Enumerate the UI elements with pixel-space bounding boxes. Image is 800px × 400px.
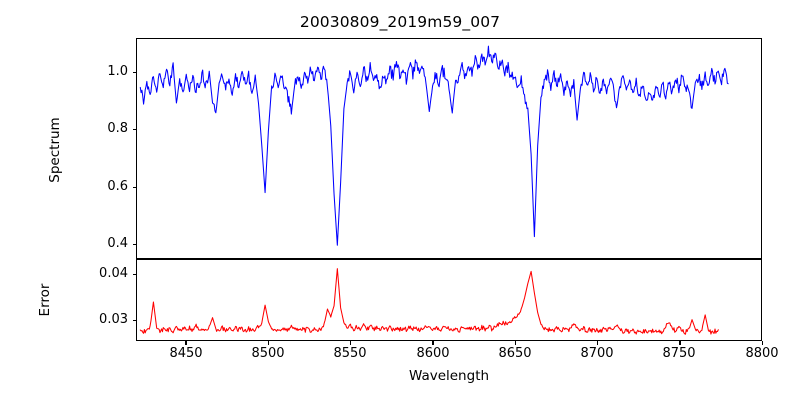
error-plot-panel: [136, 259, 762, 341]
spectrum-line-series: [139, 45, 729, 246]
spectrum-ytick-label-3: 0.6: [107, 179, 128, 194]
xtick-mark-8: [761, 341, 763, 345]
error-line-series: [139, 268, 719, 335]
xtick-mark-5: [514, 341, 516, 345]
xtick-label-2: 8500: [251, 346, 285, 361]
xtick-label-6: 8700: [580, 346, 614, 361]
error-ytick-label-2: 0.03: [99, 312, 128, 327]
xtick-label-5: 8650: [498, 346, 532, 361]
spectrum-ytick-mark-4: [132, 243, 136, 245]
x-axis-label: Wavelength: [408, 368, 490, 384]
xtick-label-1: 8450: [169, 346, 203, 361]
xtick-mark-6: [597, 341, 599, 345]
spectrum-ytick-mark-2: [132, 128, 136, 130]
xtick-mark-1: [185, 341, 187, 345]
xtick-mark-3: [350, 341, 352, 345]
xtick-label-4: 8600: [416, 346, 450, 361]
spectrum-ytick-mark-1: [132, 71, 136, 73]
xtick-mark-4: [432, 341, 434, 345]
spectrum-ytick-label-2: 0.8: [107, 121, 128, 136]
error-ytick-mark-2: [132, 319, 136, 321]
spectrum-axis-label: Spectrum: [47, 117, 63, 183]
error-ytick-label-1: 0.04: [99, 266, 128, 281]
xtick-mark-7: [679, 341, 681, 345]
error-ytick-mark-1: [132, 273, 136, 275]
page-title: 20030809_2019m59_007: [299, 13, 501, 31]
error-axis-label: Error: [37, 283, 53, 317]
spectrum-ytick-label-1: 1.0: [107, 64, 128, 79]
spectrum-plot-panel: [136, 38, 762, 259]
xtick-label-8: 8800: [745, 346, 779, 361]
xtick-label-3: 8550: [333, 346, 367, 361]
xtick-label-7: 8750: [662, 346, 696, 361]
xtick-mark-2: [267, 341, 269, 345]
spectrum-ytick-mark-3: [132, 186, 136, 188]
spectrum-ytick-label-4: 0.4: [107, 236, 128, 251]
